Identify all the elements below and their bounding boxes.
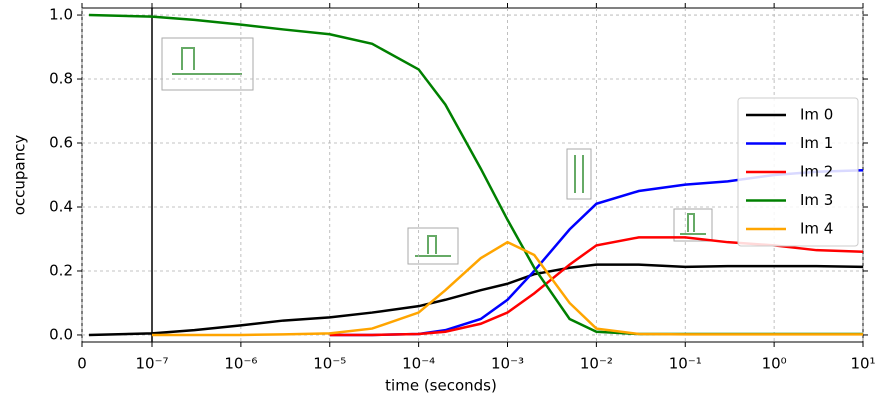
y-tick-label: 0.6 — [49, 134, 73, 152]
y-tick-label: 0.2 — [49, 261, 73, 279]
x-tick-label: 10⁻³ — [491, 355, 524, 373]
legend-label: Im 1 — [800, 134, 833, 152]
x-tick-label: 0 — [77, 355, 87, 373]
x-tick-label: 10¹ — [850, 355, 875, 373]
y-axis-label: occupancy — [11, 135, 29, 216]
x-tick-label: 10⁻⁵ — [313, 355, 346, 373]
x-tick-label: 10⁰ — [762, 355, 787, 373]
thumbnail — [162, 38, 253, 90]
legend-label: Im 2 — [800, 163, 833, 181]
y-tick-label: 0.8 — [49, 70, 73, 88]
x-tick-label: 10⁻⁴ — [402, 355, 435, 373]
y-tick-label: 0.4 — [49, 197, 73, 215]
y-tick-label: 0.0 — [49, 325, 73, 343]
x-axis-label: time (seconds) — [385, 377, 497, 395]
legend: Im 0 Im 1 Im 2 Im 3 Im 4 — [738, 98, 858, 246]
legend-label: Im 4 — [800, 220, 833, 238]
y-tick-label: 1.0 — [49, 6, 73, 24]
thumbnail — [408, 228, 458, 264]
structure-thumbnails — [162, 38, 712, 264]
legend-label: Im 0 — [800, 106, 833, 124]
legend-label: Im 3 — [800, 191, 833, 209]
x-tick-label: 10⁻⁶ — [224, 355, 257, 373]
x-tick-label: 10⁻⁷ — [135, 355, 168, 373]
thumbnail — [567, 149, 591, 199]
x-tick-label: 10⁻¹ — [669, 355, 702, 373]
x-tick-label: 10⁻² — [580, 355, 613, 373]
chart: time (seconds) occupancy 0 10⁻⁷ 10⁻⁶ 10⁻⁵ 10… — [0, 0, 880, 402]
